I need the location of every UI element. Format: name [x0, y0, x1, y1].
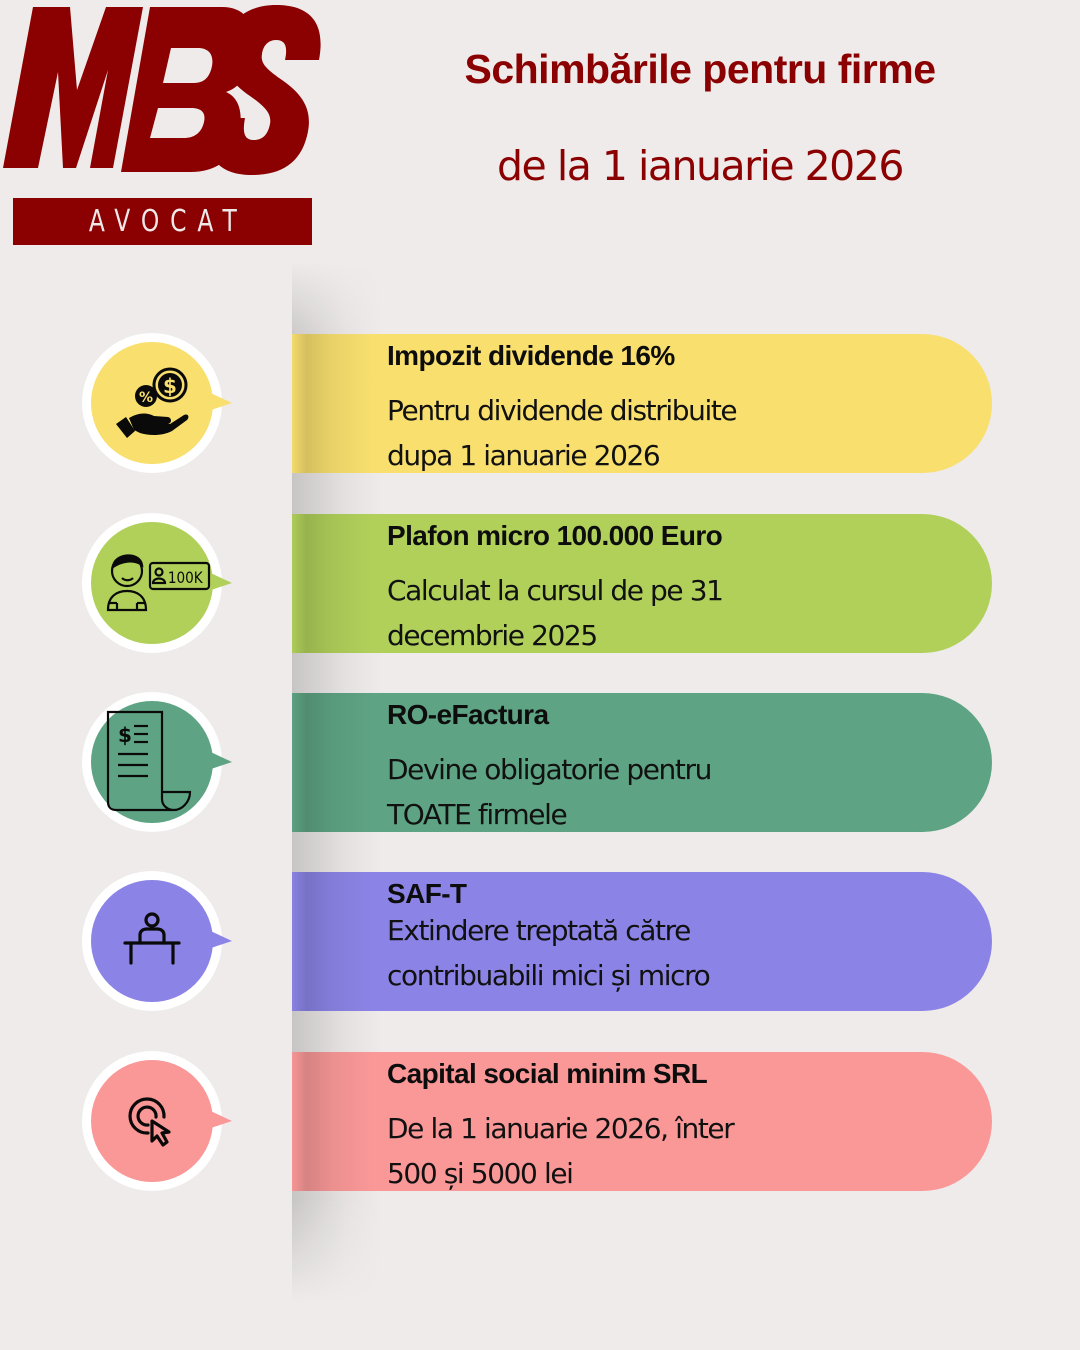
mbs-avocat-logo: AVOCAT: [0, 0, 330, 250]
item-title: Capital social minim SRL: [387, 1058, 708, 1089]
item-bar: Impozit dividende 16% Pentru dividende d…: [292, 334, 992, 473]
item-desc-line: Devine obligatorie pentru: [387, 753, 712, 786]
person-100k-icon: 100K: [106, 554, 211, 612]
hand-coins-percent-dollar-icon: $ %: [116, 367, 189, 438]
item-desc-line: Pentru dividende distribuite: [387, 394, 738, 427]
item-description: De la 1 ianuarie 2026, înter 500 și 5000…: [387, 1106, 907, 1191]
svg-text:%: %: [139, 390, 153, 406]
item-desc-line: dupa 1 ianuarie 2026: [387, 439, 661, 472]
item-desc-line: Extindere treptată către: [387, 914, 691, 947]
item-badge: $ %: [82, 333, 234, 474]
item-desc-line: De la 1 ianuarie 2026, înter: [387, 1112, 735, 1145]
item-bar: Capital social minim SRL De la 1 ianuari…: [292, 1052, 992, 1191]
list-item-saf-t: SAF-T Extindere treptată către contribua…: [0, 871, 1080, 1012]
logo-tagline: AVOCAT: [88, 204, 248, 239]
item-desc-line: Calculat la cursul de pe 31: [387, 574, 724, 607]
item-title: SAF-T: [387, 878, 467, 909]
item-desc-line: 500 și 5000 lei: [387, 1157, 574, 1190]
item-description: Pentru dividende distribuite dupa 1 ianu…: [387, 388, 907, 473]
avocat-band: AVOCAT: [13, 198, 312, 245]
list-item-capital-social: Capital social minim SRL De la 1 ianuari…: [0, 1051, 1080, 1192]
item-bar: SAF-T Extindere treptată către contribua…: [292, 872, 992, 1011]
svg-text:$: $: [118, 723, 132, 747]
page-subtitle: de la 1 ianuarie 2026: [497, 142, 904, 190]
item-badge: [82, 1051, 234, 1192]
item-badge: [82, 871, 234, 1012]
item-title: Impozit dividende 16%: [387, 340, 675, 371]
person-at-desk-icon: [123, 912, 181, 965]
svg-text:$: $: [163, 374, 177, 398]
item-badge: $: [82, 692, 234, 833]
list-item-dividend-tax: Impozit dividende 16% Pentru dividende d…: [0, 333, 1080, 474]
item-desc-line: TOATE firmele: [387, 798, 568, 831]
item-badge: 100K: [82, 513, 234, 654]
item-desc-line: decembrie 2025: [387, 619, 598, 652]
list-item-micro-threshold: Plafon micro 100.000 Euro Calculat la cu…: [0, 513, 1080, 654]
item-bar: Plafon micro 100.000 Euro Calculat la cu…: [292, 514, 992, 653]
item-description: Devine obligatorie pentru TOATE firmele: [387, 747, 907, 832]
item-bar: RO-eFactura Devine obligatorie pentru TO…: [292, 693, 992, 832]
svg-text:100K: 100K: [168, 569, 204, 587]
item-description: Calculat la cursul de pe 31 decembrie 20…: [387, 568, 907, 653]
page-title: Schimbările pentru firme: [464, 46, 936, 92]
item-title: RO-eFactura: [387, 699, 549, 730]
list-item-ro-efactura: RO-eFactura Devine obligatorie pentru TO…: [0, 692, 1080, 833]
item-title: Plafon micro 100.000 Euro: [387, 520, 723, 551]
target-cursor-icon: [128, 1097, 171, 1147]
item-desc-line: contribuabili mici și micro: [387, 959, 711, 992]
item-description: Extindere treptată către contribuabili m…: [387, 908, 907, 998]
mbs-logo-letters: [3, 5, 321, 175]
invoice-receipt-icon: $: [106, 710, 192, 812]
